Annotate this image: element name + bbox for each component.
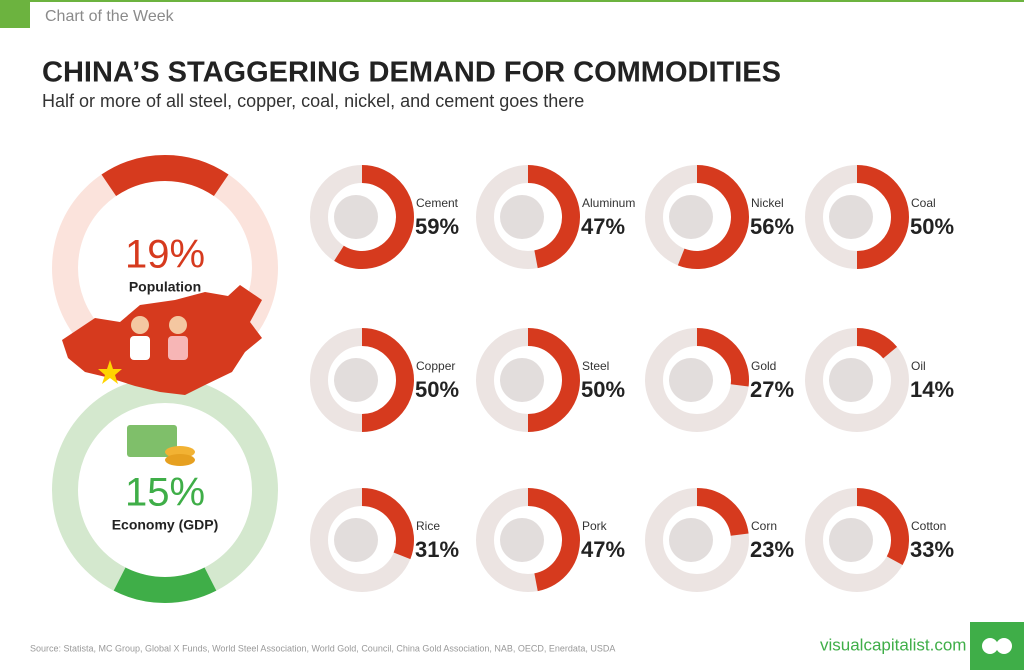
value-label: 56% (750, 214, 794, 239)
money-icon (127, 425, 195, 466)
commodity-icon (669, 518, 713, 562)
person-icon (130, 336, 150, 360)
source: Source: Statista, MC Group, Global X Fun… (30, 643, 615, 653)
header-tab (0, 0, 30, 28)
value-label: 15% (125, 471, 205, 515)
category-label: Population (129, 279, 201, 295)
donut-arc (101, 155, 229, 197)
category-label: Coal (911, 196, 936, 210)
category-label: Oil (911, 359, 926, 373)
china-map (62, 285, 262, 395)
commodity-icon (334, 358, 378, 402)
category-label: Corn (751, 519, 777, 533)
donut-arc (677, 165, 749, 269)
category-label: Steel (582, 359, 609, 373)
coin-icon (165, 454, 195, 466)
commodity-icon (500, 195, 544, 239)
category-label: Cement (416, 196, 459, 210)
title: CHINA’S STAGGERING DEMAND FOR COMMODITIE… (42, 57, 781, 89)
commodity-icon (500, 518, 544, 562)
donut-arc (696, 328, 749, 387)
donut-arc (856, 488, 909, 566)
donut-arc (334, 165, 414, 269)
value-label: 23% (750, 537, 794, 562)
person-icon (168, 336, 188, 360)
value-label: 14% (910, 377, 954, 402)
value-label: 47% (581, 214, 625, 239)
brand: visualcapitalist.com (820, 635, 966, 654)
commodity-icon (334, 195, 378, 239)
value-label: 31% (415, 537, 459, 562)
value-label: 50% (581, 377, 625, 402)
category-label: Economy (GDP) (112, 517, 219, 533)
category-label: Aluminum (582, 196, 635, 210)
value-label: 50% (415, 377, 459, 402)
donut-arc (856, 165, 909, 269)
commodity-icon (669, 195, 713, 239)
category-label: Gold (751, 359, 776, 373)
donut-arc (361, 328, 414, 432)
donut-arc (527, 165, 580, 269)
donut-arc (696, 488, 749, 537)
value-label: 47% (581, 537, 625, 562)
commodity-icon (334, 518, 378, 562)
value-label: 59% (415, 214, 459, 239)
donut-arc (527, 328, 580, 432)
donut-arc (856, 328, 898, 359)
donut-arc (113, 567, 217, 603)
commodity-icon (829, 518, 873, 562)
header: Chart of the Week (45, 8, 175, 25)
brand-logo-shape (982, 638, 998, 654)
person-icon (169, 316, 187, 334)
value-label: 19% (125, 233, 205, 277)
flag-star (98, 360, 122, 384)
commodity-icon (829, 358, 873, 402)
category-label: Nickel (751, 196, 784, 210)
category-label: Copper (416, 359, 455, 373)
commodity-icon (669, 358, 713, 402)
category-label: Cotton (911, 519, 946, 533)
category-label: Pork (582, 519, 608, 533)
donut-arc (361, 488, 414, 560)
cash-icon (127, 425, 177, 457)
brand-logo-shape (996, 638, 1012, 654)
value-label: 33% (910, 537, 954, 562)
category-label: Rice (416, 519, 440, 533)
donut-arc (527, 488, 580, 592)
commodity-icon (829, 195, 873, 239)
value-label: 27% (750, 377, 794, 402)
subtitle: Half or more of all steel, copper, coal,… (42, 91, 584, 111)
value-label: 50% (910, 214, 954, 239)
person-icon (131, 316, 149, 334)
commodity-icon (500, 358, 544, 402)
